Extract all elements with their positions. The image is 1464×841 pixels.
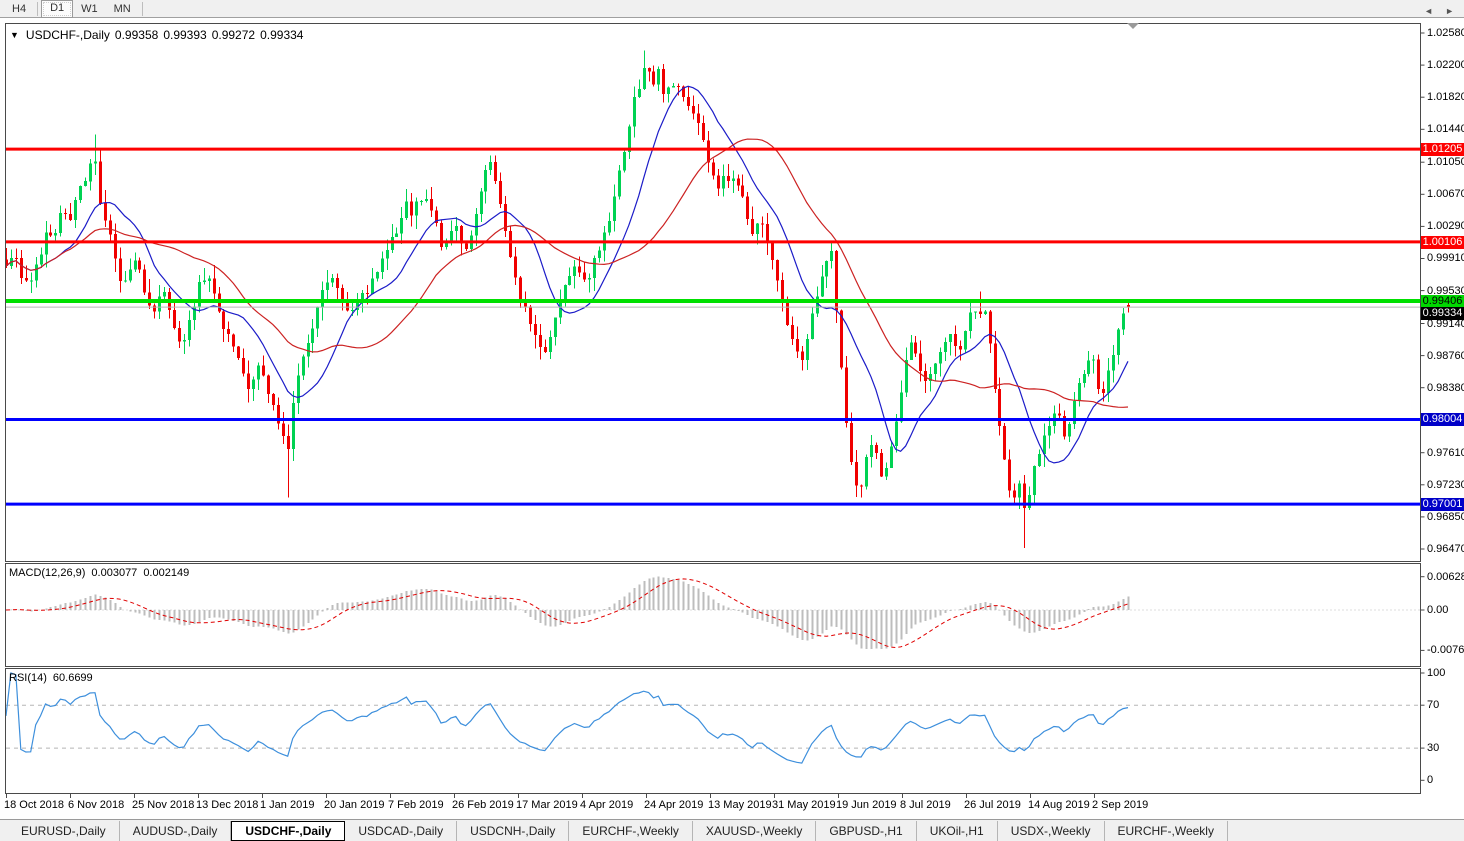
rsi-panel-frame xyxy=(5,668,1421,794)
date-label: 18 Oct 2018 xyxy=(4,799,64,811)
chart-shift-marker-icon[interactable] xyxy=(1127,23,1139,29)
tab-eurusd-daily[interactable]: EURUSD-,Daily xyxy=(8,820,120,841)
rsi-name: RSI(14) xyxy=(9,672,47,684)
price-tick-label: 0.96850 xyxy=(1427,510,1464,523)
rsi-axis-label: 100 xyxy=(1427,667,1446,679)
date-label: 2 Sep 2019 xyxy=(1092,799,1149,811)
date-label: 7 Feb 2019 xyxy=(388,799,444,811)
price-tick-label: 0.98760 xyxy=(1427,349,1464,362)
price-tick-label: 0.97230 xyxy=(1427,478,1464,491)
ma-fast-line xyxy=(6,85,1129,464)
tab-eurchf-weekly[interactable]: EURCHF-,Weekly xyxy=(569,820,693,841)
time-axis[interactable]: 18 Oct 2018 6 Nov 2018 25 Nov 2018 13 Dec 2… xyxy=(0,797,1464,815)
macd-signal-value: 0.002149 xyxy=(143,567,190,579)
price-tick-label: 1.00290 xyxy=(1427,220,1464,233)
timeframe-button-h4[interactable]: H4 xyxy=(12,2,27,15)
ohlc-close: 0.99334 xyxy=(260,28,304,42)
date-label: 13 May 2019 xyxy=(708,799,772,811)
price-level-badge: 1.01205 xyxy=(1421,143,1464,156)
price-tick-label: 0.99530 xyxy=(1427,284,1464,297)
date-label: 17 Mar 2019 xyxy=(516,799,578,811)
date-label: 4 Apr 2019 xyxy=(580,799,634,811)
price-level-badge: 0.99406 xyxy=(1421,295,1464,308)
price-tick-label: 1.01440 xyxy=(1427,123,1464,136)
date-label: 19 Jun 2019 xyxy=(836,799,897,811)
timeframe-button-w1[interactable]: W1 xyxy=(81,2,98,15)
price-level-badge: 0.98004 xyxy=(1421,413,1464,426)
tab-xauusd-weekly[interactable]: XAUUSD-,Weekly xyxy=(693,820,817,841)
ohlc-open: 0.99358 xyxy=(114,28,159,42)
ohlc-low: 0.99272 xyxy=(211,28,256,42)
price-tick-label: 0.99910 xyxy=(1427,252,1464,265)
rsi-axis-label: 30 xyxy=(1427,742,1440,755)
chart-title: ▼ USDCHF-,Daily 0.99358 0.99393 0.99272 … xyxy=(10,28,303,42)
macd-name: MACD(12,26,9) xyxy=(9,567,86,579)
date-label: 31 May 2019 xyxy=(772,799,836,811)
macd-indicator-label: MACD(12,26,9) 0.003077 0.002149 xyxy=(9,567,189,579)
price-tick-label: 1.02580 xyxy=(1427,27,1464,39)
tab-usdchf-daily[interactable]: USDCHF-,Daily xyxy=(231,820,346,841)
toolbar-separator xyxy=(141,1,143,16)
price-tick-label: 0.96470 xyxy=(1427,543,1464,555)
price-tick-label: 0.98380 xyxy=(1427,381,1464,394)
symbol-dropdown-icon[interactable]: ▼ xyxy=(10,30,19,40)
date-label: 14 Aug 2019 xyxy=(1028,799,1090,811)
tab-usdcad-daily[interactable]: USDCAD-,Daily xyxy=(345,820,458,841)
macd-panel-frame xyxy=(5,563,1421,667)
rsi-axis-label: 70 xyxy=(1427,699,1440,712)
timeframe-button-mn[interactable]: MN xyxy=(113,2,131,15)
tab-scroll-right-icon[interactable]: ► xyxy=(1445,6,1454,16)
date-label: 1 Jan 2019 xyxy=(260,799,315,811)
tab-eurchf-weekly[interactable]: EURCHF-,Weekly xyxy=(1105,820,1228,841)
timeframe-toolbar: H4 D1 W1 MN xyxy=(0,0,1464,18)
ma-slow-line xyxy=(6,138,1129,408)
date-label: 25 Nov 2018 xyxy=(132,799,195,811)
tab-audusd-daily[interactable]: AUDUSD-,Daily xyxy=(120,820,232,841)
rsi-indicator-label: RSI(14) 60.6699 xyxy=(9,672,93,684)
tab-gbpusd-h1[interactable]: GBPUSD-,H1 xyxy=(816,820,917,841)
macd-axis-label: 0.00 xyxy=(1427,604,1449,616)
rsi-value: 60.6699 xyxy=(52,672,93,684)
date-label: 13 Dec 2018 xyxy=(196,799,259,811)
timeframe-button-d1[interactable]: D1 xyxy=(41,0,74,18)
chart-symbol-label: USDCHF-,Daily xyxy=(25,28,110,42)
price-tick-label: 1.01820 xyxy=(1427,91,1464,104)
date-label: 24 Apr 2019 xyxy=(644,799,704,811)
rsi-line xyxy=(6,672,1129,764)
price-tick-label: 1.00670 xyxy=(1427,188,1464,201)
date-label: 8 Jul 2019 xyxy=(900,799,951,811)
candles-layer xyxy=(6,50,1130,549)
price-tick-label: 1.02200 xyxy=(1427,59,1464,72)
tab-scroll-left-icon[interactable]: ◄ xyxy=(1424,6,1434,16)
main-panel-frame xyxy=(5,23,1421,562)
tab-usdcnh-daily[interactable]: USDCNH-,Daily xyxy=(457,820,570,841)
price-level-badge: 1.00106 xyxy=(1421,236,1464,249)
price-axis[interactable]: 1.02580 1.02200 1.01820 1.01440 1.01050 1.006… xyxy=(1421,0,1464,800)
tab-ukoil-h1[interactable]: UKOil-,H1 xyxy=(917,820,998,841)
macd-signal-line xyxy=(6,578,1129,649)
tab-usdx-weekly[interactable]: USDX-,Weekly xyxy=(998,820,1105,841)
price-tick-label: 1.01050 xyxy=(1427,156,1464,169)
toolbar-separator xyxy=(37,1,39,16)
macd-main-value: 0.003077 xyxy=(91,567,138,579)
date-label: 6 Nov 2018 xyxy=(68,799,125,811)
price-level-badge: 0.97001 xyxy=(1421,498,1464,511)
symbol-tab-bar: EURUSD-,Daily AUDUSD-,Daily USDCHF-,Daily U… xyxy=(0,819,1464,841)
macd-histogram xyxy=(10,576,1130,650)
date-label: 20 Jan 2019 xyxy=(324,799,385,811)
price-tick-label: 0.97610 xyxy=(1427,446,1464,459)
macd-axis-label: -0.00762 xyxy=(1427,644,1464,657)
date-label: 26 Feb 2019 xyxy=(452,799,514,811)
price-tick-label: 0.99140 xyxy=(1427,317,1464,330)
tab-scroll-arrows: ◄ ► xyxy=(1424,6,1454,16)
macd-axis-label: 0.006286 xyxy=(1427,570,1464,583)
current-price-badge: 0.99334 xyxy=(1421,307,1464,320)
date-label: 26 Jul 2019 xyxy=(964,799,1021,811)
ohlc-high: 0.99393 xyxy=(163,28,207,42)
rsi-axis-label: 0 xyxy=(1427,774,1434,787)
